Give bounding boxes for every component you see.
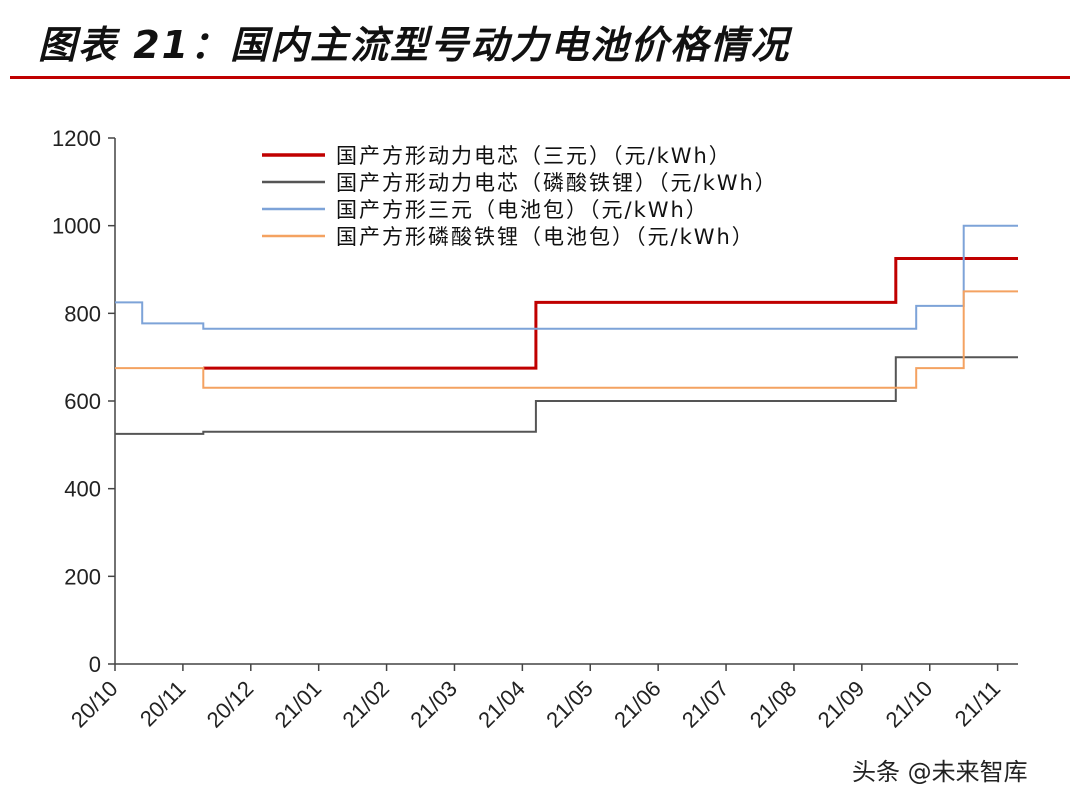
x-tick-label: 21/01 bbox=[270, 676, 327, 733]
x-tick-label: 21/04 bbox=[473, 676, 530, 733]
x-tick-label: 21/08 bbox=[745, 676, 802, 733]
x-tick-label: 21/06 bbox=[609, 676, 666, 733]
series-line-2 bbox=[115, 356, 1018, 435]
x-tick-label: 21/10 bbox=[881, 676, 938, 733]
y-tick-label: 600 bbox=[64, 389, 101, 414]
legend-label-1: 国产方形动力电芯（三元）（元/kWh） bbox=[336, 144, 732, 168]
x-tick-label: 20/11 bbox=[135, 676, 190, 731]
x-tick-label: 21/03 bbox=[405, 676, 462, 733]
title-rule bbox=[10, 76, 1070, 79]
legend-label-3: 国产方形三元（电池包）（元/kWh） bbox=[336, 198, 709, 222]
x-tick-label: 20/10 bbox=[66, 676, 123, 733]
x-tick-label: 21/07 bbox=[677, 676, 734, 733]
x-tick-label: 21/05 bbox=[541, 676, 598, 733]
x-tick-label: 20/12 bbox=[202, 676, 259, 733]
series-line-4 bbox=[115, 290, 1018, 389]
x-tick-label: 21/09 bbox=[813, 676, 870, 733]
figure-title: 图表 21：国内主流型号动力电池价格情况 bbox=[38, 23, 791, 67]
y-tick-label: 800 bbox=[64, 301, 101, 326]
legend-label-2: 国产方形动力电芯（磷酸铁锂）（元/kWh） bbox=[336, 171, 778, 195]
series-line-1 bbox=[203, 257, 1018, 370]
x-tick-label: 21/02 bbox=[338, 676, 395, 733]
y-tick-label: 0 bbox=[89, 652, 101, 677]
y-tick-label: 1000 bbox=[52, 214, 101, 239]
y-tick-label: 1200 bbox=[52, 126, 101, 151]
y-tick-label: 400 bbox=[64, 477, 101, 502]
legend-label-4: 国产方形磷酸铁锂（电池包）（元/kWh） bbox=[336, 225, 755, 249]
x-tick-label: 21/11 bbox=[950, 676, 1005, 731]
y-tick-label: 200 bbox=[64, 564, 101, 589]
series-line-3 bbox=[115, 224, 1018, 330]
watermark: 头条 @未来智库 bbox=[852, 758, 1028, 786]
